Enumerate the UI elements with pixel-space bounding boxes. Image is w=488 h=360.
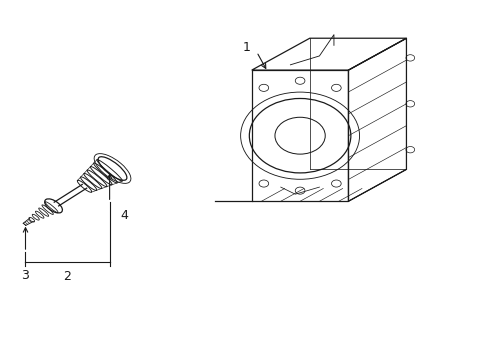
Text: 2: 2 xyxy=(63,270,71,283)
Text: 4: 4 xyxy=(120,210,128,222)
Text: 3: 3 xyxy=(21,269,29,282)
Text: 1: 1 xyxy=(243,41,250,54)
